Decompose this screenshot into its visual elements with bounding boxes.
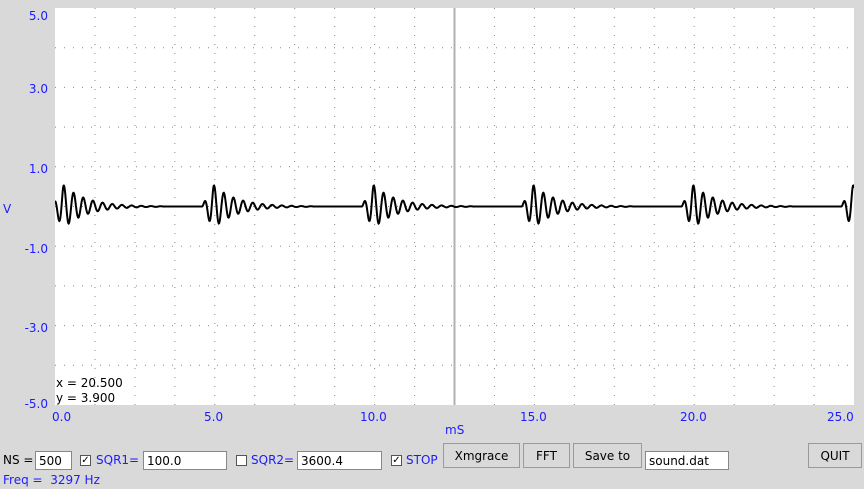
- fft-button[interactable]: FFT: [523, 443, 570, 468]
- plot-area[interactable]: x = 20.500 y = 3.900: [55, 8, 854, 405]
- quit-button[interactable]: QUIT: [808, 443, 862, 468]
- ns-label: NS =: [3, 453, 34, 467]
- waveform-trace: [55, 184, 854, 226]
- frequency-readout: Freq = 3297 Hz: [3, 473, 100, 487]
- x-tick-label: 15.0: [520, 410, 547, 424]
- filename-input[interactable]: [645, 451, 729, 470]
- ns-input[interactable]: [35, 451, 72, 470]
- stop-label: STOP: [406, 453, 438, 467]
- cursor-y-readout: y = 3.900: [56, 391, 116, 405]
- x-tick-label: 5.0: [204, 410, 224, 424]
- x-tick-label: 10.0: [360, 410, 387, 424]
- x-tick-label: 0.0: [52, 410, 72, 424]
- sqr2-checkbox[interactable]: [236, 455, 247, 466]
- stop-checkbox[interactable]: ✓: [391, 455, 402, 466]
- y-axis-title: V: [3, 202, 12, 216]
- y-tick-label: -3.0: [24, 321, 48, 335]
- y-tick-label: 3.0: [28, 82, 48, 96]
- waveform-plot: [55, 8, 854, 405]
- sqr1-label: SQR1=: [96, 453, 140, 467]
- sqr2-label: SQR2=: [251, 453, 295, 467]
- cursor-x-readout: x = 20.500: [56, 376, 123, 390]
- x-tick-label: 20.0: [680, 410, 707, 424]
- xmgrace-button[interactable]: Xmgrace: [443, 443, 520, 468]
- sqr1-checkbox[interactable]: ✓: [80, 455, 91, 466]
- sqr2-input[interactable]: [297, 451, 382, 470]
- sqr1-input[interactable]: [143, 451, 227, 470]
- y-tick-label: 5.0: [28, 9, 48, 23]
- save-to-button[interactable]: Save to: [573, 443, 642, 468]
- y-tick-label: 1.0: [28, 162, 48, 176]
- y-tick-label: -5.0: [24, 397, 48, 411]
- y-tick-label: -1.0: [24, 242, 48, 256]
- x-axis-title: mS: [445, 423, 465, 437]
- x-tick-label: 25.0: [827, 410, 854, 424]
